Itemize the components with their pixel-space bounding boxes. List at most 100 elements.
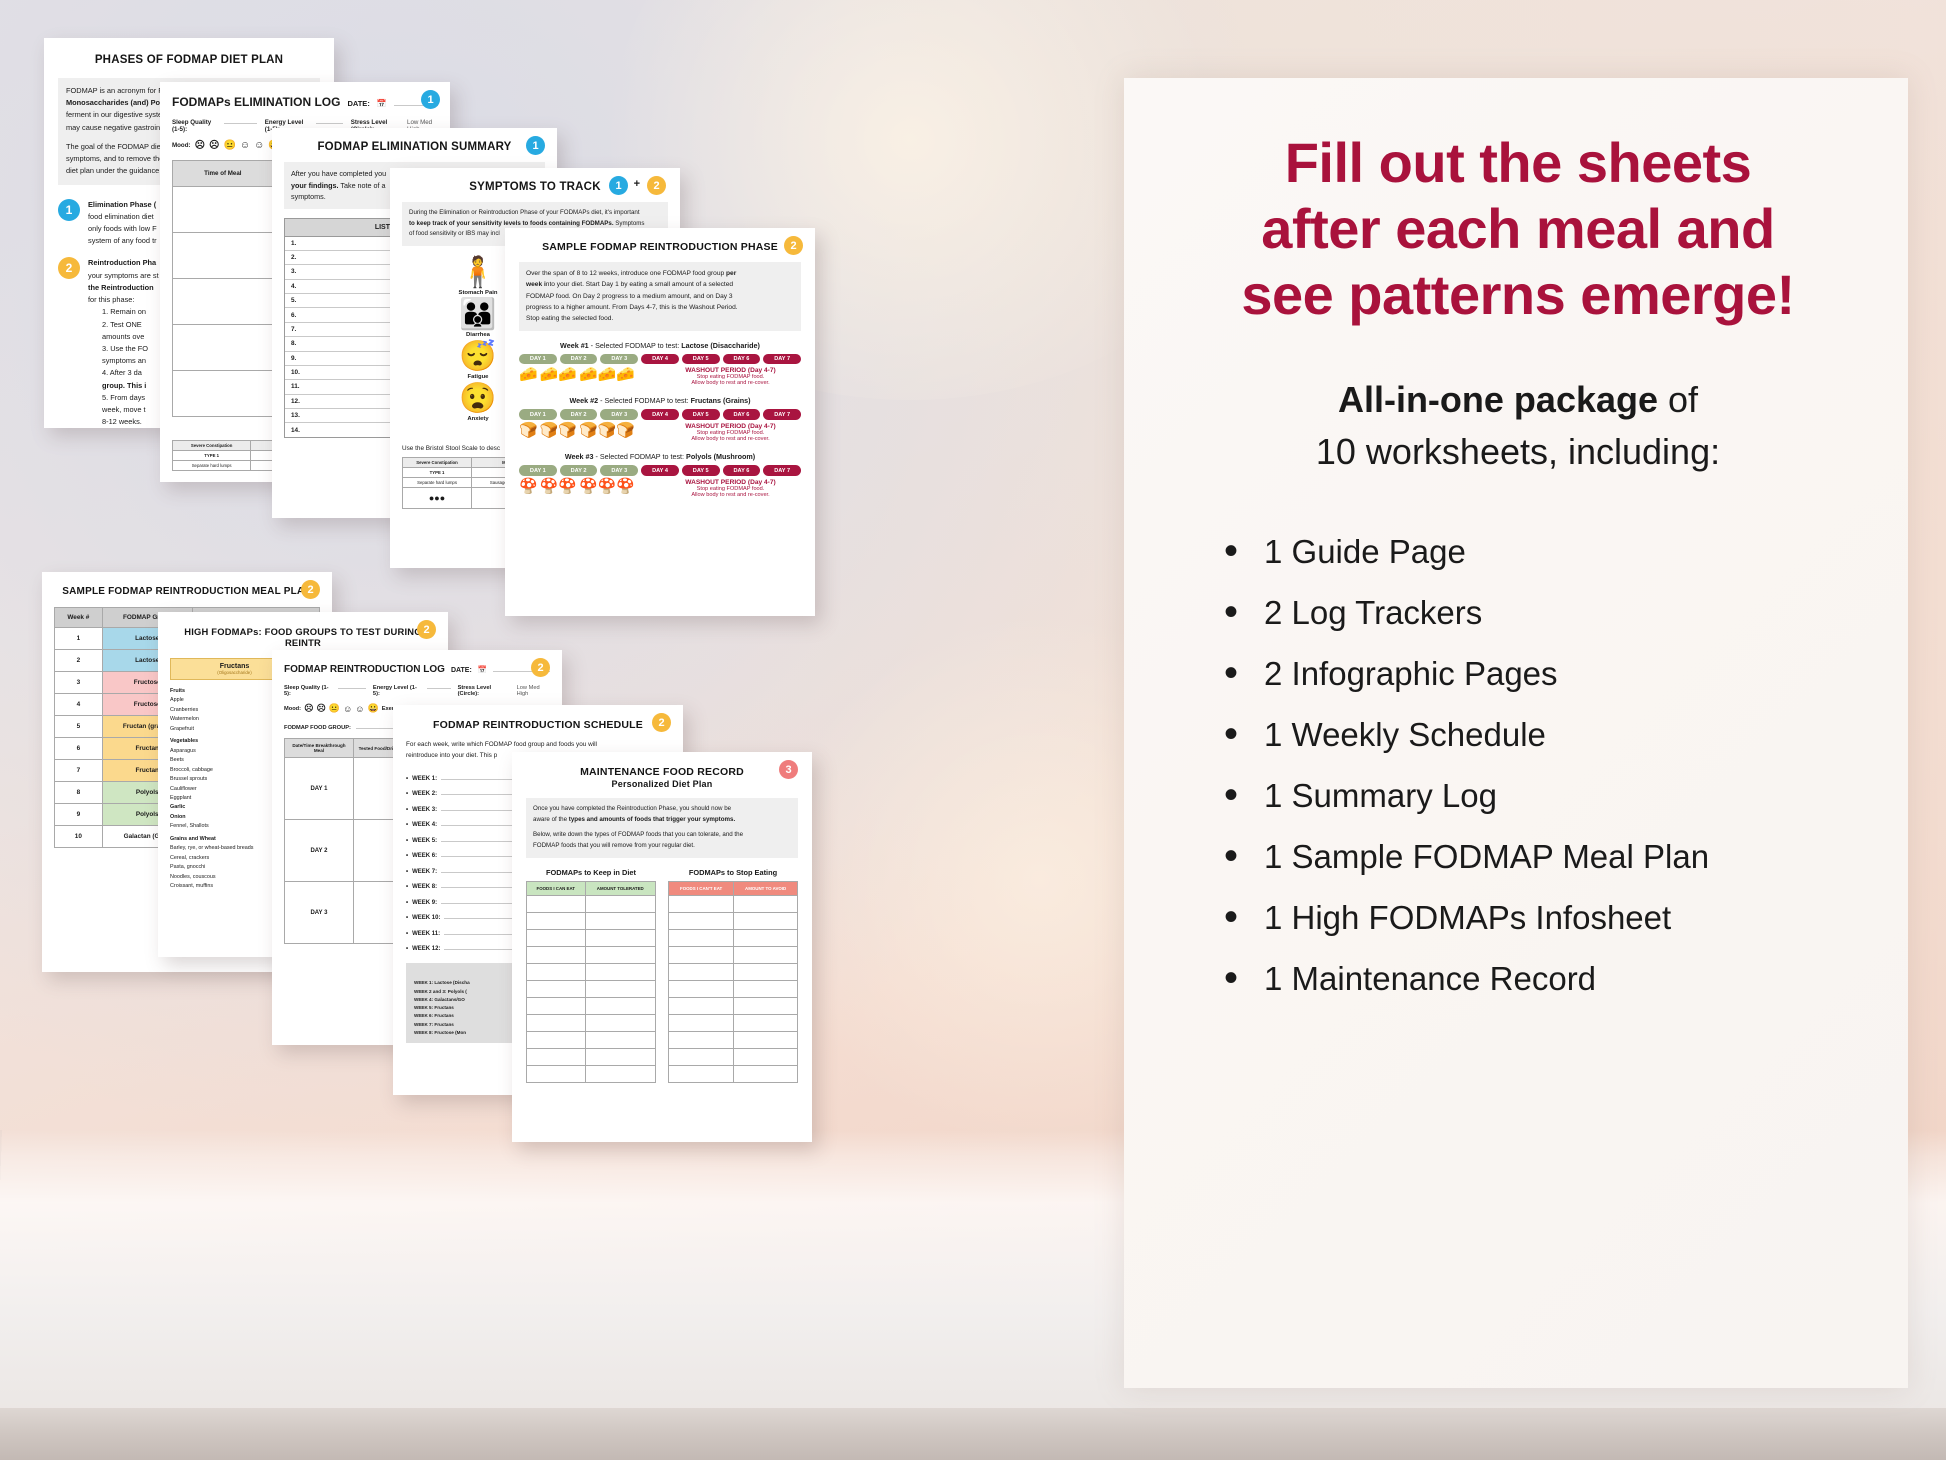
mood-face-icon-6[interactable]: 😀 [367,703,379,713]
keep-cell[interactable] [526,894,586,913]
stop-cell[interactable] [733,1030,798,1049]
keep-cell[interactable] [584,911,657,930]
keep-cell[interactable] [584,894,657,913]
keep-cell[interactable] [526,1013,586,1032]
stop-cell[interactable] [733,945,798,964]
keep-cell[interactable] [526,911,586,930]
keep-cell[interactable] [584,979,657,998]
elim-log-energy-input[interactable] [316,117,343,124]
stop-cell[interactable] [667,928,735,947]
week-3-washout-title: WASHOUT PERIOD (Day 4-7) [685,478,776,486]
stop-cell[interactable] [667,1013,735,1032]
phase-step-2-line-2: the Reintroduction [88,282,154,292]
stop-cell[interactable] [667,945,735,964]
elim-log-cell[interactable] [172,370,274,417]
day-pill[interactable]: DAY 5 [681,409,720,421]
mood-face-icon-2[interactable]: ☹ [209,140,220,151]
day-pill[interactable]: DAY 4 [641,409,679,421]
stop-cell[interactable] [733,928,798,947]
symptom-item: 🧍 Stomach Pain [426,257,530,296]
mood-face-icon-1[interactable]: ☹ [194,140,205,151]
sheet-maintenance-food-record[interactable]: MAINTENANCE FOOD RECORD Personalized Die… [512,752,812,1142]
keep-cell[interactable] [584,962,657,981]
day-pill[interactable]: DAY 3 [600,409,639,421]
keep-cell[interactable] [584,1064,657,1083]
group-item: Beets [170,757,184,764]
day-pill[interactable]: DAY 5 [681,353,720,365]
stop-cell[interactable] [733,1047,798,1066]
stop-cell[interactable] [733,894,798,913]
elim-log-cell[interactable] [172,324,274,371]
mood-face-icon-2[interactable]: ☹ [316,703,326,713]
day-pill[interactable]: DAY 7 [763,409,802,421]
keep-cell[interactable] [526,945,586,964]
keep-cell[interactable] [526,962,586,981]
day-pill[interactable]: DAY 2 [559,353,598,365]
keep-cell[interactable] [526,1064,586,1083]
day-pill[interactable]: DAY 6 [722,465,761,476]
elim-log-cell[interactable] [172,186,274,233]
day-pill[interactable]: DAY 5 [681,465,720,476]
mood-face-icon-5[interactable]: ☺ [254,140,265,151]
mood-face-icon-5[interactable]: ☺ [355,703,365,714]
mood-face-icon-4[interactable]: ☺ [343,703,353,714]
stop-cell[interactable] [667,1030,735,1049]
list-item[interactable]: 14. [291,426,300,434]
day-pill[interactable]: DAY 1 [519,353,557,365]
reintro-log-date-input[interactable] [493,663,550,672]
phase-number-badge-2: 2 [58,257,80,280]
keep-cell[interactable] [584,1047,657,1066]
stop-cell[interactable] [667,911,735,930]
keep-cell[interactable] [526,979,586,998]
stop-cell[interactable] [733,1064,798,1083]
elim-log-cell[interactable] [172,278,274,325]
day-pill[interactable]: DAY 3 [600,465,639,476]
day-pill[interactable]: DAY 6 [722,353,761,365]
stop-cell[interactable] [733,962,798,981]
keep-cell[interactable] [526,996,586,1015]
reintro-log-stress-options[interactable]: Low Med High [516,685,540,697]
elim-log-cell[interactable] [172,232,274,279]
keep-cell[interactable] [584,945,657,964]
stop-cell[interactable] [733,979,798,998]
meal-plan-badge: 2 [301,580,320,599]
day-pill[interactable]: DAY 6 [722,409,761,421]
reintro-log-energy-input[interactable] [426,682,451,689]
elim-log-sleep-input[interactable] [223,117,257,124]
reintro-log-sleep-input[interactable] [338,682,366,689]
keep-cell[interactable] [584,1013,657,1032]
keep-cell[interactable] [526,1030,586,1049]
day-pill[interactable]: DAY 1 [519,465,557,476]
stop-cell[interactable] [667,1064,735,1083]
keep-cell[interactable] [584,996,657,1015]
bread-icon: 🍞🍞🍞 [579,422,636,440]
day-pill[interactable]: DAY 1 [519,409,557,421]
stop-cell[interactable] [667,979,735,998]
reintro-phase-title: SAMPLE FODMAP REINTRODUCTION PHASE [542,241,778,253]
elim-log-date-input[interactable] [393,97,438,106]
mood-face-icon-3[interactable]: 😐 [223,140,236,151]
mood-face-icon-3[interactable]: 😐 [328,703,341,713]
day-pill[interactable]: DAY 4 [641,465,679,476]
day-pill[interactable]: DAY 4 [641,353,679,365]
keep-cell[interactable] [526,928,586,947]
stop-cell[interactable] [667,996,735,1015]
keep-cell[interactable] [526,1047,586,1066]
stop-cell[interactable] [733,1013,798,1032]
mood-face-icon-1[interactable]: ☹ [304,703,314,713]
stop-cell[interactable] [667,962,735,981]
mood-face-icon-4[interactable]: ☺ [239,140,251,151]
stop-cell[interactable] [733,996,798,1015]
day-pill[interactable]: DAY 2 [559,465,598,476]
keep-cell[interactable] [584,1030,657,1049]
day-pill[interactable]: DAY 7 [763,353,802,365]
stop-cell[interactable] [733,911,798,930]
day-pill[interactable]: DAY 7 [763,465,802,476]
day-pill[interactable]: DAY 3 [600,353,639,365]
symptoms-title: SYMPTOMS TO TRACK [469,181,601,193]
day-pill[interactable]: DAY 2 [559,409,598,421]
stop-cell[interactable] [667,1047,735,1066]
sheet-sample-fodmap-reintroduction-phase[interactable]: SAMPLE FODMAP REINTRODUCTION PHASE Over … [505,228,815,616]
stop-cell[interactable] [667,894,735,913]
keep-cell[interactable] [584,928,657,947]
